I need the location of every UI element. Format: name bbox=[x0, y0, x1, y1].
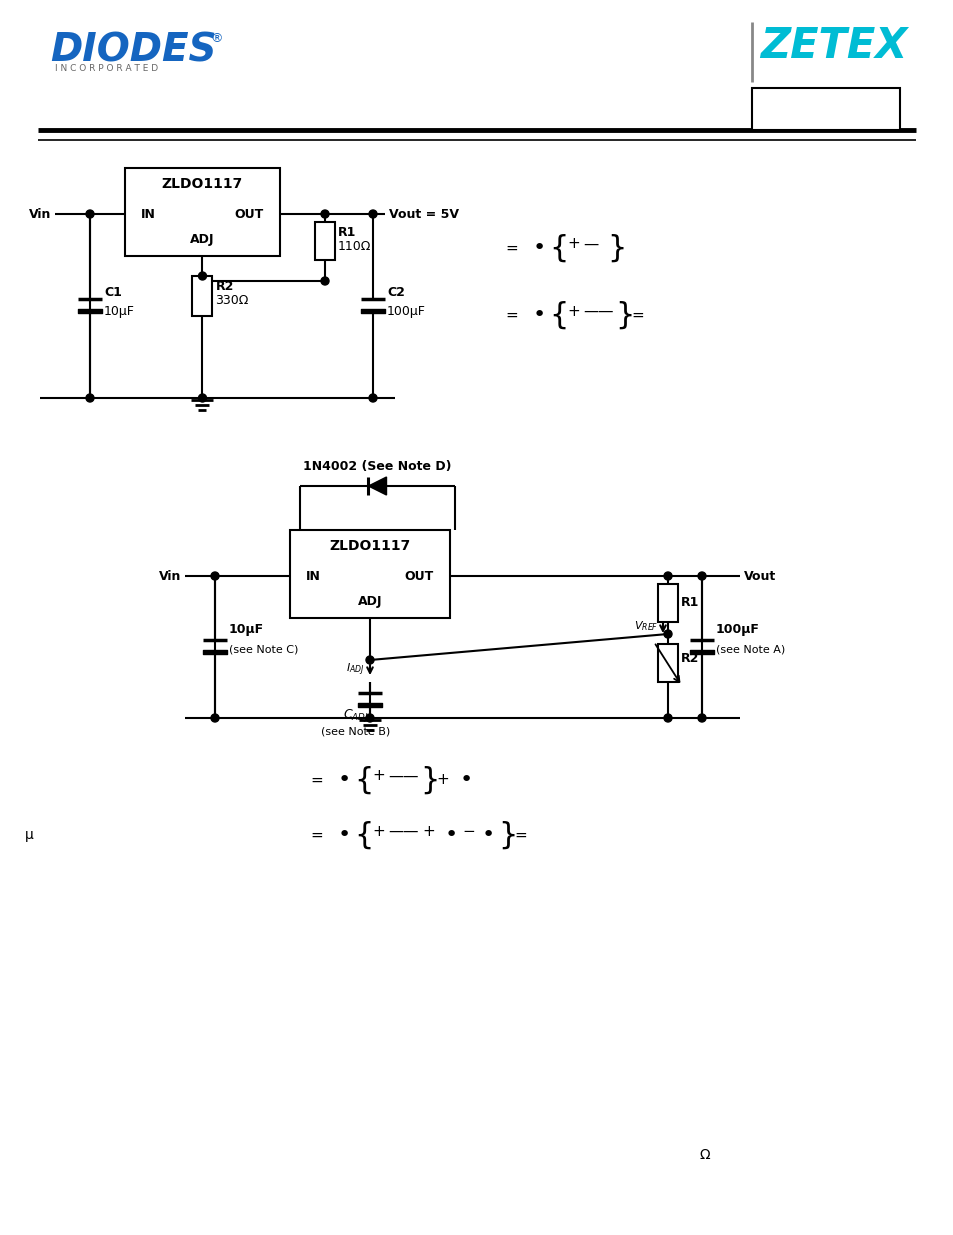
Text: •: • bbox=[481, 825, 495, 845]
Polygon shape bbox=[368, 477, 386, 495]
Text: •: • bbox=[337, 769, 351, 790]
Text: R2: R2 bbox=[215, 279, 233, 293]
Text: ®: ® bbox=[210, 32, 222, 44]
Text: =: = bbox=[310, 827, 322, 842]
Text: 330Ω: 330Ω bbox=[215, 294, 249, 306]
Text: R1: R1 bbox=[337, 226, 356, 238]
Text: ZLDO1117: ZLDO1117 bbox=[162, 177, 243, 191]
Text: I N C O R P O R A T E D: I N C O R P O R A T E D bbox=[55, 64, 158, 73]
Text: C1: C1 bbox=[104, 285, 122, 299]
Text: +: + bbox=[566, 236, 579, 252]
Text: IN: IN bbox=[306, 569, 320, 583]
Text: μ: μ bbox=[25, 827, 33, 842]
Text: }: } bbox=[615, 300, 634, 330]
Text: Vin: Vin bbox=[29, 207, 51, 221]
Text: $C_{ADJ}$: $C_{ADJ}$ bbox=[343, 708, 369, 725]
Text: 100μF: 100μF bbox=[716, 622, 760, 636]
Circle shape bbox=[369, 394, 376, 403]
Text: ——: —— bbox=[582, 304, 613, 319]
Text: OUT: OUT bbox=[404, 569, 434, 583]
Bar bbox=[751, 88, 899, 130]
Text: ——: —— bbox=[388, 768, 418, 783]
Bar bbox=[193, 275, 213, 316]
Bar bbox=[314, 222, 335, 261]
Circle shape bbox=[369, 210, 376, 219]
Text: ZETEX: ZETEX bbox=[760, 25, 906, 67]
Text: Ω: Ω bbox=[700, 1149, 710, 1162]
Text: ZLDO1117: ZLDO1117 bbox=[329, 538, 410, 553]
Circle shape bbox=[320, 210, 329, 219]
Circle shape bbox=[320, 277, 329, 285]
Text: {: { bbox=[354, 820, 373, 850]
Text: 100μF: 100μF bbox=[387, 305, 425, 317]
Text: •: • bbox=[444, 825, 457, 845]
Text: IN: IN bbox=[141, 207, 155, 221]
Text: {: { bbox=[548, 300, 568, 330]
Text: $I_{ADJ}$: $I_{ADJ}$ bbox=[346, 662, 365, 678]
Text: •: • bbox=[337, 825, 351, 845]
Circle shape bbox=[663, 714, 671, 722]
Text: —: — bbox=[582, 236, 598, 252]
Text: ADJ: ADJ bbox=[190, 233, 214, 247]
Circle shape bbox=[698, 714, 705, 722]
Text: ——: —— bbox=[388, 824, 418, 839]
Circle shape bbox=[366, 714, 374, 722]
Bar bbox=[290, 530, 450, 618]
Circle shape bbox=[211, 714, 219, 722]
Text: +: + bbox=[372, 768, 384, 783]
Text: R1: R1 bbox=[680, 597, 699, 610]
Text: =: = bbox=[504, 241, 517, 256]
Text: •: • bbox=[533, 305, 546, 325]
Text: C2: C2 bbox=[387, 285, 404, 299]
Circle shape bbox=[698, 572, 705, 580]
Bar bbox=[125, 168, 280, 256]
Text: 110Ω: 110Ω bbox=[337, 240, 371, 252]
Circle shape bbox=[663, 630, 671, 638]
Text: DIODES: DIODES bbox=[50, 32, 216, 70]
Circle shape bbox=[663, 572, 671, 580]
Text: +: + bbox=[436, 773, 448, 788]
Text: (see Note B): (see Note B) bbox=[321, 727, 390, 737]
Text: }: } bbox=[497, 820, 517, 850]
Text: =: = bbox=[514, 827, 526, 842]
Text: •: • bbox=[459, 769, 473, 790]
Text: −: − bbox=[461, 824, 475, 839]
Text: +: + bbox=[372, 824, 384, 839]
Text: (see Note C): (see Note C) bbox=[229, 643, 298, 655]
Circle shape bbox=[211, 572, 219, 580]
Circle shape bbox=[198, 394, 206, 403]
Bar bbox=[658, 584, 678, 622]
Text: {: { bbox=[354, 766, 373, 794]
Circle shape bbox=[198, 272, 206, 280]
Text: R2: R2 bbox=[680, 652, 699, 666]
Text: $V_{REF}$: $V_{REF}$ bbox=[633, 619, 658, 632]
Circle shape bbox=[86, 210, 94, 219]
Text: {: { bbox=[548, 233, 568, 263]
Circle shape bbox=[366, 656, 374, 664]
Text: OUT: OUT bbox=[234, 207, 264, 221]
Text: ADJ: ADJ bbox=[357, 595, 382, 609]
Text: (see Note A): (see Note A) bbox=[716, 643, 784, 655]
Text: +: + bbox=[566, 304, 579, 319]
Text: •: • bbox=[533, 238, 546, 258]
Text: =: = bbox=[310, 773, 322, 788]
Text: 1N4002 (See Note D): 1N4002 (See Note D) bbox=[303, 459, 452, 473]
Text: Vin: Vin bbox=[158, 569, 181, 583]
Text: Vout: Vout bbox=[743, 569, 776, 583]
Text: }: } bbox=[606, 233, 626, 263]
Text: =: = bbox=[504, 308, 517, 322]
Text: 10μF: 10μF bbox=[104, 305, 134, 317]
Text: Vout = 5V: Vout = 5V bbox=[389, 207, 458, 221]
Text: =: = bbox=[630, 308, 643, 322]
Bar bbox=[658, 643, 678, 682]
Text: }: } bbox=[419, 766, 439, 794]
Circle shape bbox=[86, 394, 94, 403]
Text: 10μF: 10μF bbox=[229, 622, 264, 636]
Text: +: + bbox=[421, 824, 435, 839]
